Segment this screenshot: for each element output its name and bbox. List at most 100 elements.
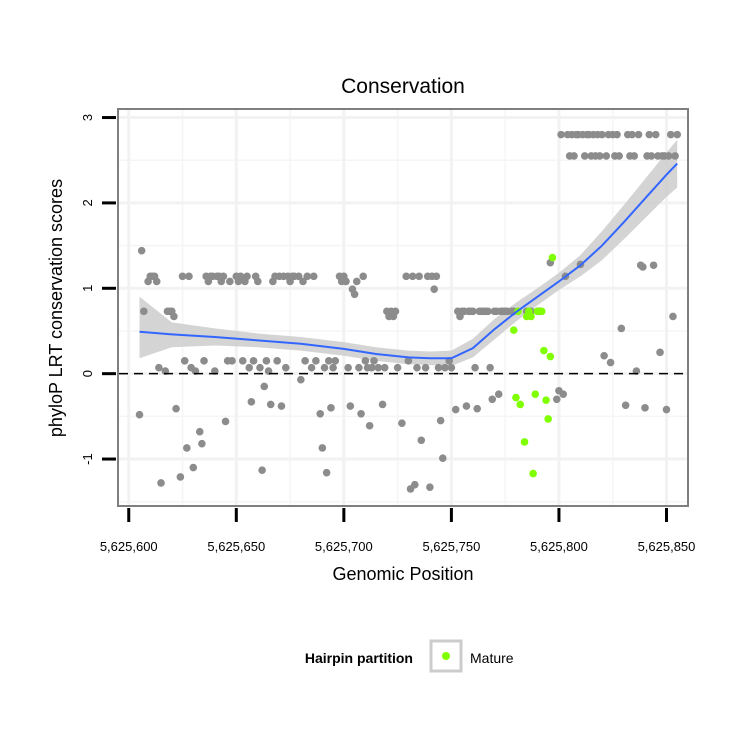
confidence-band <box>139 139 678 366</box>
data-point <box>447 363 456 372</box>
data-point <box>669 312 677 321</box>
data-point <box>260 382 269 391</box>
data-point <box>402 272 411 281</box>
y-axis-label: phyloP LRT conservation scores <box>46 179 66 437</box>
data-point <box>559 390 568 398</box>
mature-data-point <box>520 438 529 446</box>
data-point <box>471 363 479 372</box>
data-point <box>198 439 206 448</box>
data-point <box>294 272 303 281</box>
data-point <box>200 357 208 365</box>
data-point <box>277 402 286 410</box>
data-point <box>436 416 445 425</box>
mature-data-point <box>529 469 537 478</box>
data-point <box>600 351 608 360</box>
mature-data-point <box>509 326 518 334</box>
data-point <box>180 357 189 365</box>
mature-data-point <box>537 307 546 316</box>
data-point <box>413 363 421 372</box>
data-point <box>662 405 671 414</box>
data-point <box>570 152 578 160</box>
data-point <box>329 363 337 372</box>
data-point <box>484 307 492 316</box>
data-point <box>380 363 389 372</box>
mature-data-point <box>548 253 557 262</box>
data-point <box>327 404 335 412</box>
data-point <box>219 272 228 281</box>
y-tick-label: 1 <box>80 285 95 292</box>
data-point <box>432 272 441 281</box>
data-point <box>157 479 165 487</box>
x-tick-label: 5,625,750 <box>422 539 480 554</box>
data-point <box>256 363 264 372</box>
data-point <box>415 272 423 281</box>
legend-title: Hairpin partition <box>305 650 413 666</box>
data-point <box>656 348 664 357</box>
mature-data-point <box>512 393 520 402</box>
data-point <box>195 427 204 436</box>
data-point <box>673 130 682 139</box>
data-point <box>391 307 400 316</box>
grid-lines <box>119 110 687 505</box>
data-point <box>346 402 355 410</box>
mature-data-point <box>542 396 550 404</box>
data-point <box>357 409 365 418</box>
data-point <box>430 285 438 293</box>
data-point <box>309 272 318 281</box>
data-point <box>297 375 305 384</box>
data-point <box>651 130 660 139</box>
data-point <box>245 363 254 372</box>
data-point <box>221 417 230 426</box>
data-point <box>488 395 497 404</box>
data-point <box>361 357 370 365</box>
data-point <box>137 246 146 255</box>
data-point <box>170 312 178 321</box>
data-point <box>417 436 426 445</box>
y-tick-label: 2 <box>80 199 95 206</box>
data-point <box>307 363 316 372</box>
data-points-layer <box>135 130 682 493</box>
x-tick-label: 5,625,800 <box>530 539 588 554</box>
data-point <box>613 130 621 139</box>
data-point <box>469 307 477 316</box>
data-point <box>634 130 643 139</box>
y-tick-label: 0 <box>80 370 95 377</box>
data-point <box>238 357 247 365</box>
data-point <box>140 307 148 316</box>
legend: Hairpin partition Mature <box>305 639 514 673</box>
data-point <box>236 272 245 281</box>
data-point <box>281 363 290 372</box>
x-tick-label: 5,625,850 <box>638 539 696 554</box>
data-point <box>462 402 471 410</box>
x-axis-label: Genomic Position <box>332 564 473 584</box>
mature-data-point <box>516 400 525 409</box>
data-point <box>249 357 258 365</box>
data-point <box>178 272 187 281</box>
data-point <box>320 363 329 372</box>
data-point <box>344 363 352 372</box>
mature-data-point <box>527 312 535 321</box>
data-point <box>331 357 340 365</box>
data-point <box>580 152 589 160</box>
data-point <box>398 419 406 427</box>
y-tick-label: -1 <box>80 453 95 465</box>
data-point <box>254 277 262 286</box>
data-point <box>557 130 565 139</box>
data-point <box>404 357 413 365</box>
mature-data-point <box>540 346 548 355</box>
data-point <box>374 363 383 372</box>
data-point <box>602 152 611 160</box>
data-point <box>262 357 271 365</box>
data-point <box>438 454 447 462</box>
data-point <box>630 152 639 160</box>
data-point <box>641 404 649 412</box>
data-point <box>316 409 324 418</box>
data-point <box>312 357 320 365</box>
data-point <box>441 363 449 372</box>
data-point <box>324 357 333 365</box>
confidence-band-layer <box>139 139 678 366</box>
data-point <box>434 363 443 372</box>
data-point <box>408 272 417 281</box>
